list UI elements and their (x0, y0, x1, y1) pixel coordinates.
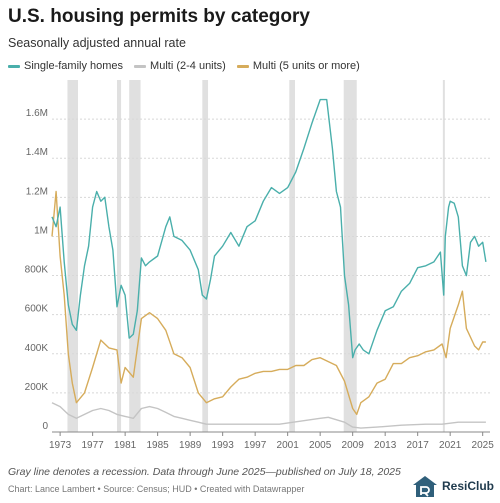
recession-band-4 (289, 80, 295, 432)
x-tick-label-6: 1997 (244, 440, 267, 451)
x-tick-label-1: 1977 (82, 440, 105, 451)
chart-note: Gray line denotes a recession. Data thro… (8, 466, 401, 478)
resiclub-logo: ResiClub (412, 474, 494, 498)
x-tick-label-12: 2021 (439, 440, 462, 451)
x-tick-label-11: 2017 (407, 440, 430, 451)
legend-swatch-single-family (8, 64, 20, 68)
legend-item-multi-5-plus: Multi (5 units or more) (236, 60, 360, 72)
grid-lines (52, 118, 490, 433)
y-tick-label-1: 200K (25, 382, 49, 393)
recession-band-0 (67, 80, 79, 432)
permits-line-chart: 0 200K 400K 600K 800K 1M 1.2M 1.4M 1.6M 1973 1977… (25, 80, 494, 451)
y-axis-tick-labels: 0 200K 400K 600K 800K 1M 1.2M 1.4M 1.6M (25, 108, 49, 432)
y-tick-label-6: 1.2M (26, 186, 48, 197)
legend-label-multi-2-4: Multi (2-4 units) (150, 60, 226, 72)
x-tick-label-10: 2013 (374, 440, 397, 451)
series-line-multi-2-4 (51, 402, 486, 429)
legend-label-multi-5-plus: Multi (5 units or more) (252, 60, 360, 72)
y-tick-label-5: 1M (34, 225, 48, 236)
recession-band-5 (343, 80, 357, 432)
x-axis-tick-labels: 1973 1977 1981 1985 1989 1993 1997 2001 2005 2009… (49, 432, 494, 451)
recession-band-1 (117, 80, 122, 432)
legend-item-multi-2-4: Multi (2-4 units) (134, 60, 226, 72)
y-tick-label-2: 400K (25, 343, 49, 354)
y-tick-label-8: 1.6M (26, 108, 48, 119)
x-tick-label-13: 2025 (472, 440, 495, 451)
x-tick-label-8: 2005 (309, 440, 332, 451)
recession-band-6 (442, 80, 445, 432)
x-tick-label-7: 2001 (277, 440, 300, 451)
y-tick-label-3: 600K (25, 304, 49, 315)
x-tick-label-4: 1989 (179, 440, 202, 451)
x-tick-label-3: 1985 (147, 440, 170, 451)
x-tick-label-2: 1981 (114, 440, 137, 451)
x-tick-label-5: 1993 (212, 440, 235, 451)
x-tick-label-9: 2009 (342, 440, 365, 451)
chart-subtitle: Seasonally adjusted annual rate (8, 36, 186, 50)
y-tick-label-7: 1.4M (26, 147, 48, 158)
house-logo-icon (413, 476, 437, 497)
chart-title: U.S. housing permits by category (8, 6, 310, 27)
legend-label-single-family: Single-family homes (24, 60, 124, 72)
legend-swatch-multi-2-4 (134, 64, 147, 68)
brand-name: ResiClub (442, 479, 495, 493)
series-line-single-family (51, 98, 487, 359)
y-tick-label-4: 800K (25, 265, 49, 276)
chart-legend: Single-family homes Multi (2-4 units) Mu… (8, 60, 360, 72)
x-tick-label-0: 1973 (49, 440, 72, 451)
recession-bands (67, 80, 445, 432)
series-line-multi-5-plus (51, 190, 486, 416)
series-lines (51, 98, 487, 429)
legend-swatch-multi-5-plus (236, 64, 249, 68)
recession-band-2 (129, 80, 141, 432)
y-tick-label-0: 0 (42, 421, 48, 432)
recession-band-3 (202, 80, 209, 432)
legend-item-single-family: Single-family homes (8, 60, 123, 72)
chart-source: Chart: Lance Lambert • Source: Census; H… (8, 484, 305, 494)
